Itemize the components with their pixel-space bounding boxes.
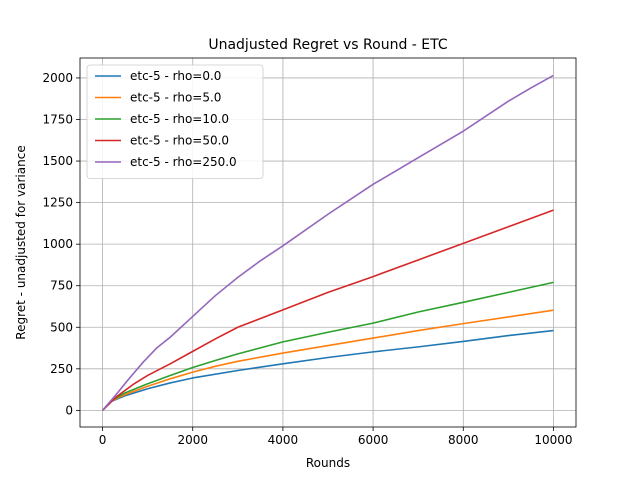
legend-box (86, 64, 264, 179)
y-tick-label: 2000 (42, 71, 73, 85)
x-tick-label: 6000 (358, 433, 389, 447)
x-tick-label: 2000 (177, 433, 208, 447)
x-tick-label: 10000 (534, 433, 572, 447)
chart-title: Unadjusted Regret vs Round - ETC (208, 37, 448, 53)
plot-frame (79, 57, 577, 428)
legend-label-1: etc-5 - rho=5.0 (130, 91, 221, 105)
x-tick-label: 0 (99, 433, 107, 447)
y-tick-label: 500 (50, 320, 73, 334)
series-line-4 (101, 74, 554, 411)
y-tick-label: 0 (65, 403, 73, 417)
legend-label-3: etc-5 - rho=50.0 (130, 134, 229, 148)
series-line-0 (101, 329, 554, 411)
legend-label-0: etc-5 - rho=0.0 (130, 69, 221, 83)
legend-label-4: etc-5 - rho=250.0 (130, 155, 237, 169)
x-ticks: 0 2000 4000 6000 8000 10000 (99, 427, 573, 447)
y-tick-label: 1250 (42, 196, 73, 210)
legend: etc-5 - rho=0.0 etc-5 - rho=5.0 etc-5 - rh… (86, 64, 264, 179)
x-axis-label: Rounds (306, 456, 350, 470)
y-tick-label: 750 (50, 279, 73, 293)
y-tick-label: 1500 (42, 154, 73, 168)
series-line-3 (101, 209, 554, 411)
legend-label-2: etc-5 - rho=10.0 (130, 112, 229, 126)
y-axis-label: Regret - unadjusted for variance (14, 145, 28, 339)
y-tick-label: 1000 (42, 237, 73, 251)
series-line-2 (101, 281, 554, 411)
series-line-1 (101, 309, 554, 411)
series-group (101, 74, 554, 411)
x-tick-label: 4000 (268, 433, 299, 447)
y-tick-label: 250 (50, 362, 73, 376)
x-tick-label: 8000 (448, 433, 479, 447)
y-tick-label: 1750 (42, 113, 73, 127)
y-ticks: 0 250 500 750 1000 1250 1500 1750 2000 (42, 71, 80, 417)
